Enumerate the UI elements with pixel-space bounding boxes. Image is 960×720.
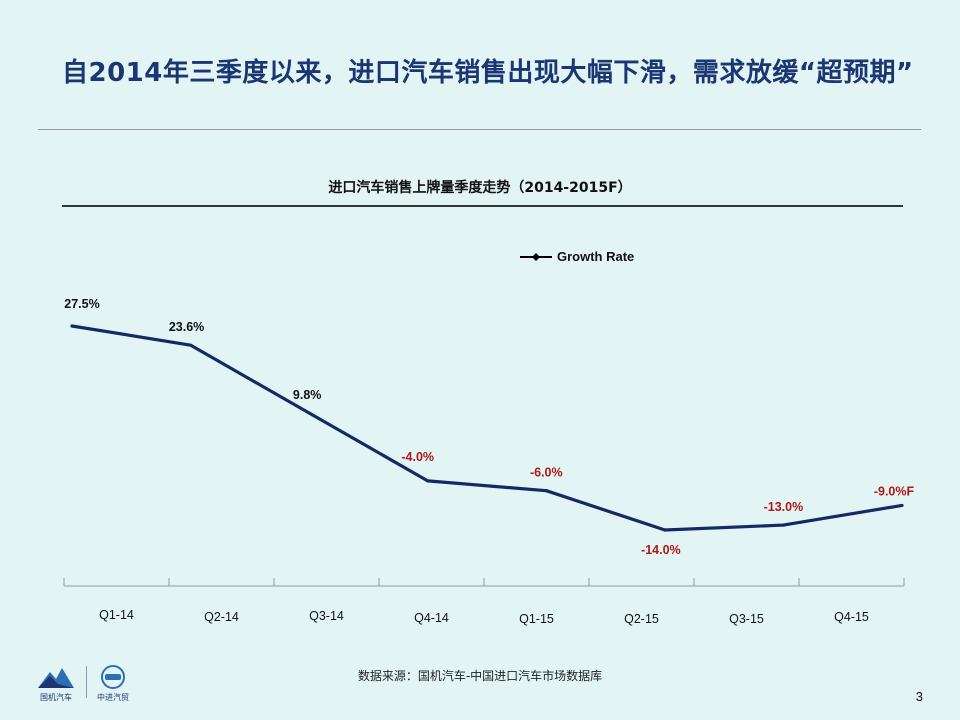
data-source-note: 数据来源：国机汽车-中国进口汽车市场数据库 [357, 669, 603, 683]
x-tick-label: Q1-15 [519, 612, 554, 626]
data-point [663, 528, 667, 532]
legend-line-marker-icon [520, 252, 552, 261]
data-label: -4.0% [401, 450, 434, 464]
title-divider [38, 129, 921, 130]
data-label: -6.0% [530, 466, 563, 480]
data-label: -9.0%F [874, 484, 915, 498]
x-tick-label: Q1-14 [99, 608, 134, 622]
data-label: -14.0% [641, 543, 681, 557]
x-tick-label: Q2-15 [624, 612, 659, 626]
data-point [307, 411, 311, 415]
x-tick-label: Q3-15 [729, 612, 764, 626]
data-point [781, 523, 786, 527]
mountain-logo-icon [38, 668, 74, 688]
vehicle-logo-icon [101, 665, 125, 689]
x-tick-label: Q4-14 [414, 611, 449, 625]
data-label: 23.6% [169, 320, 204, 334]
logo-left-label: 国机汽车 [40, 693, 72, 702]
chart-title: 进口汽车销售上牌量季度走势（2014-2015F） [328, 180, 632, 196]
logo-separator [86, 666, 87, 698]
data-label: 9.8% [293, 388, 322, 402]
data-point [426, 479, 430, 483]
slide-title: 自2014年三季度以来，进口汽车销售出现大幅下滑，需求放缓“超预期” [62, 58, 914, 88]
data-point [544, 489, 548, 493]
data-point [188, 343, 193, 347]
logo-left: 国机汽车 [36, 664, 76, 703]
logo-right-label: 中进汽贸 [97, 693, 129, 702]
legend-label: Growth Rate [557, 249, 635, 264]
data-label: 27.5% [64, 297, 99, 311]
growth-rate-line [71, 324, 903, 532]
page-number: 3 [915, 689, 923, 704]
data-point [900, 503, 904, 508]
x-tick-label: Q4-15 [834, 610, 869, 624]
chart-legend: Growth Rate [520, 249, 634, 264]
data-point [70, 324, 74, 328]
footer-logos: 国机汽车 中进汽贸 [36, 664, 129, 703]
data-label: -13.0% [764, 500, 804, 514]
x-tick-label: Q3-14 [309, 609, 344, 623]
x-tick-label: Q2-14 [204, 610, 239, 624]
logo-right: 中进汽贸 [97, 664, 129, 703]
chart-title-divider [62, 205, 903, 207]
